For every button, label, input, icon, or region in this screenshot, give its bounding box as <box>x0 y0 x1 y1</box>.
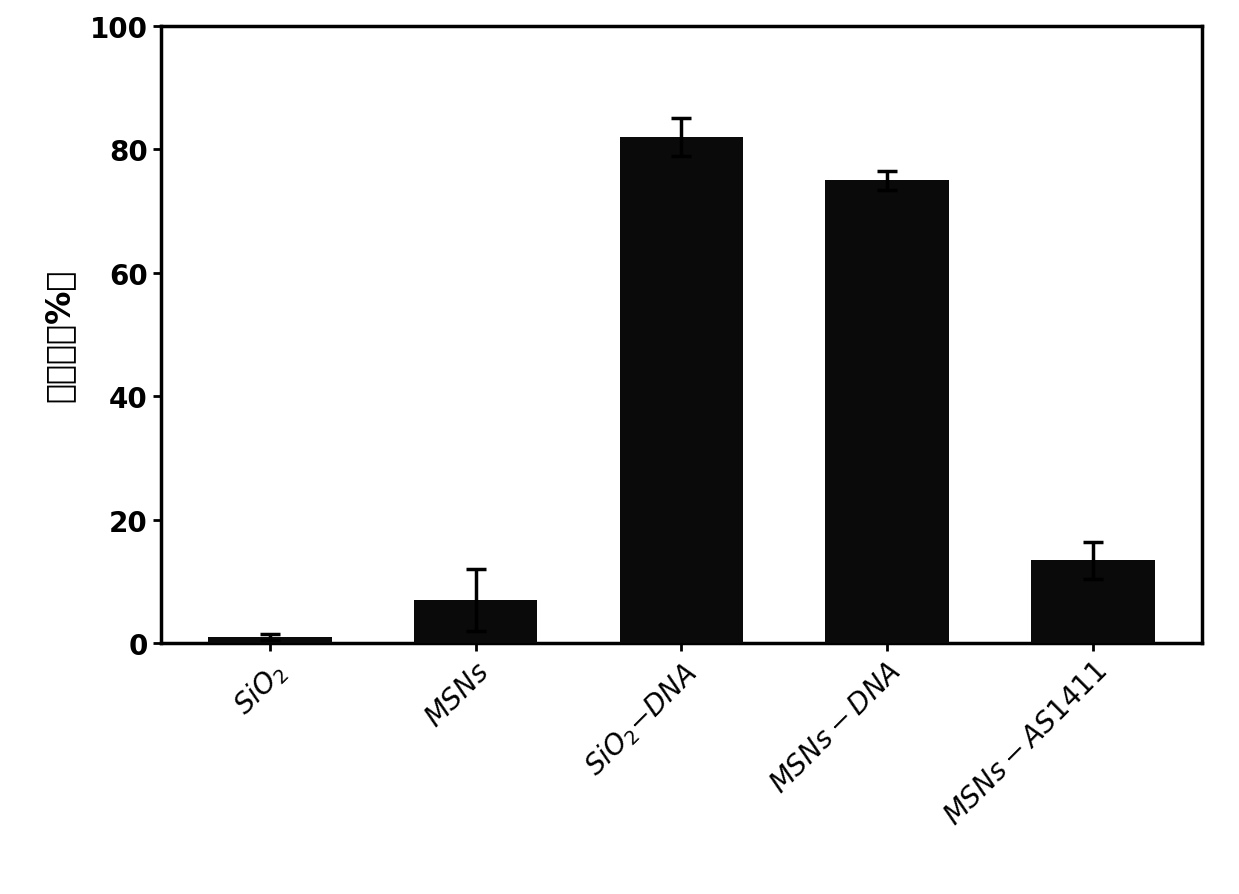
Y-axis label: 清除率（%）: 清除率（%） <box>43 268 76 402</box>
Bar <box>208 637 332 644</box>
Bar <box>414 601 538 644</box>
Bar <box>620 138 743 644</box>
Bar <box>1031 561 1155 644</box>
Bar <box>825 181 949 644</box>
